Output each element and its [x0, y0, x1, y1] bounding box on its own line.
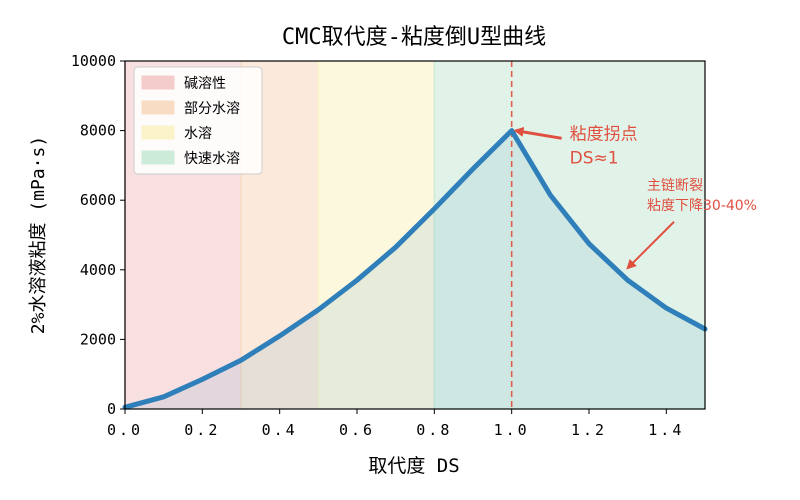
legend-box — [133, 66, 263, 175]
x-tick-label: 0.0 — [107, 421, 143, 439]
y-tick-label: 4000 — [80, 261, 116, 279]
y-tick-label: 0 — [107, 400, 116, 418]
annotation-text: DS≈1 — [570, 148, 619, 168]
legend-swatch — [141, 150, 175, 165]
regions-layer — [124, 61, 705, 409]
x-tick-label: 1.0 — [494, 421, 530, 439]
plot-frame — [124, 60, 706, 410]
x-tick-label: 0.6 — [339, 421, 375, 439]
legend-swatch — [141, 75, 175, 90]
annotation-arrow — [626, 221, 675, 270]
legend-swatch — [141, 125, 175, 140]
y-tick-label: 8000 — [80, 122, 116, 140]
x-tick-label: 0.4 — [262, 421, 298, 439]
annotation-arrow — [513, 126, 562, 140]
legend-label: 水溶 — [184, 126, 212, 142]
x-axis-label: 取代度 DS — [368, 455, 459, 477]
y-tick-label: 2000 — [80, 330, 116, 348]
legend-label: 碱溶性 — [184, 76, 226, 92]
y-axis-label: 2%水溶液粘度 (mPa·s) — [28, 136, 49, 334]
curve-fill — [125, 130, 705, 409]
x-tick-label: 1.4 — [648, 421, 684, 439]
annotation-text: 主链断裂 — [647, 178, 703, 194]
legend-label: 部分水溶 — [184, 101, 240, 117]
fill-layer — [125, 130, 705, 409]
chart-title: CMC取代度-粘度倒U型曲线 — [282, 25, 546, 50]
axes-layer: 0.0 0.2 0.4 0.6 0.8 1.0 1.2 1.4 0 2000 4000 6000 800… — [71, 52, 684, 439]
series-line — [122, 128, 708, 410]
x-tick-label: 0.8 — [416, 421, 452, 439]
x-tick-label: 0.2 — [184, 421, 220, 439]
y-tick-label: 6000 — [80, 191, 116, 209]
region-band — [318, 61, 435, 409]
line-layer — [122, 128, 708, 410]
legend-swatch — [141, 100, 175, 115]
annotation-text: 粘度下降30-40% — [647, 198, 757, 214]
y-tick-label: 10000 — [71, 52, 116, 70]
legend-label: 快速水溶 — [184, 151, 240, 167]
annotation-text: 粘度拐点 — [570, 124, 638, 144]
x-tick-label: 1.2 — [571, 421, 607, 439]
